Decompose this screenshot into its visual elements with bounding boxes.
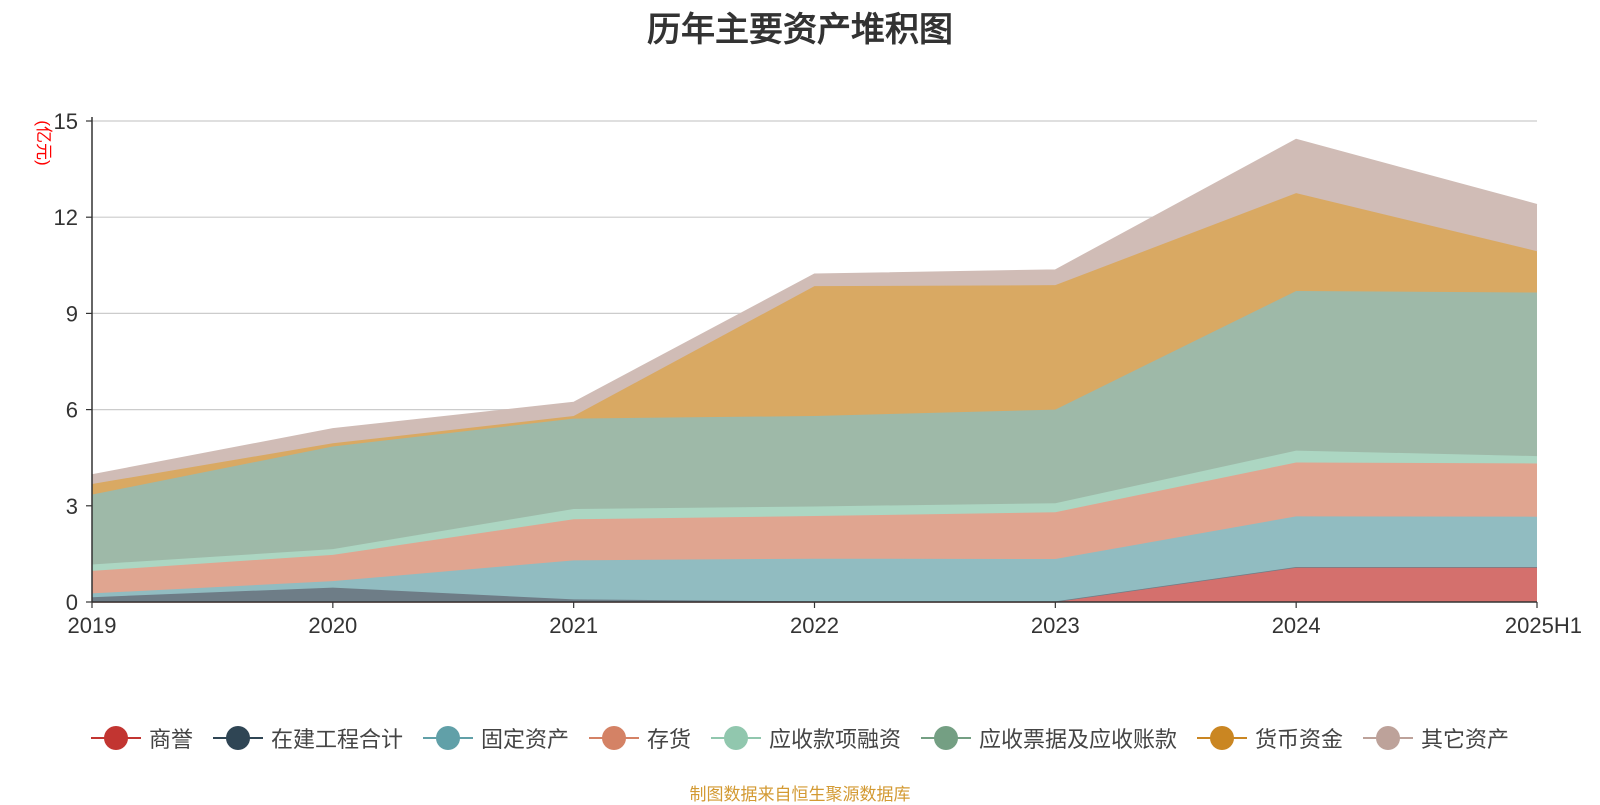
legend-marker-icon xyxy=(921,725,972,751)
legend-item-2[interactable]: 固定资产 xyxy=(422,722,569,754)
legend-marker-icon xyxy=(588,725,639,751)
legend-marker-icon xyxy=(422,725,473,751)
area-series-6 xyxy=(92,193,1537,495)
legend-label: 其它资产 xyxy=(1421,728,1510,753)
legend-label: 货币资金 xyxy=(1255,728,1344,753)
legend-item-0[interactable]: 商誉 xyxy=(90,722,193,754)
x-tick-label: 2020 xyxy=(308,613,357,638)
legend-label: 商誉 xyxy=(148,728,193,753)
y-tick-label: 6 xyxy=(66,398,78,423)
x-tick-label: 2019 xyxy=(68,613,117,638)
legend-marker-icon xyxy=(711,725,761,751)
axes: 0 3 6 9 12 15 2019 2020 2021 2022 2023 2024 2025H1 xyxy=(54,109,1582,638)
area-series-5 xyxy=(92,290,1537,565)
area-series-4 xyxy=(92,450,1537,571)
area-series-line-7 xyxy=(91,138,1538,476)
area-series-0 xyxy=(92,567,1537,602)
y-axis-unit-label: (亿元) xyxy=(34,120,53,165)
source-note: 制图数据来自恒生聚源数据库 xyxy=(689,785,911,805)
legend-label: 固定资产 xyxy=(480,728,569,753)
legend-marker-icon xyxy=(212,725,263,751)
legend-item-4[interactable]: 应收款项融资 xyxy=(711,722,901,754)
chart-title: 历年主要资产堆积图 xyxy=(647,10,953,50)
legend-label: 存货 xyxy=(646,728,691,753)
x-tick-label: 2022 xyxy=(790,613,839,638)
legend-label: 应收款项融资 xyxy=(769,728,902,753)
legend-item-3[interactable]: 存货 xyxy=(588,722,691,754)
y-tick-label: 3 xyxy=(66,494,78,519)
legend-label: 应收票据及应收账款 xyxy=(979,728,1178,753)
legend-label: 在建工程合计 xyxy=(270,728,403,753)
area-series-3 xyxy=(92,462,1537,594)
legend-item-5[interactable]: 应收票据及应收账款 xyxy=(921,722,1177,754)
x-tick-label: 2025H1 xyxy=(1505,613,1582,638)
legend-marker-icon xyxy=(1363,725,1414,751)
legend-marker-icon xyxy=(1197,725,1248,751)
legend: 商誉 在建工程合计 固定资产 存货 应收款项融资 应收票据及应收账款 货币资金 其它资产 xyxy=(0,718,1600,758)
area-series-1 xyxy=(92,567,1537,602)
x-tick-label: 2021 xyxy=(549,613,598,638)
y-tick-label: 9 xyxy=(66,301,78,326)
x-tick-label: 2023 xyxy=(1031,613,1080,638)
legend-item-1[interactable]: 在建工程合计 xyxy=(212,722,403,754)
area-series-7 xyxy=(92,139,1537,484)
legend-item-6[interactable]: 货币资金 xyxy=(1197,722,1343,754)
legend-item-7[interactable]: 其它资产 xyxy=(1363,722,1509,754)
legend-marker-icon xyxy=(90,725,141,751)
x-tick-label: 2024 xyxy=(1272,613,1321,638)
y-tick-label: 12 xyxy=(54,205,78,230)
y-tick-label: 15 xyxy=(54,109,78,134)
area-series xyxy=(91,138,1538,603)
y-tick-label: 0 xyxy=(66,590,78,615)
